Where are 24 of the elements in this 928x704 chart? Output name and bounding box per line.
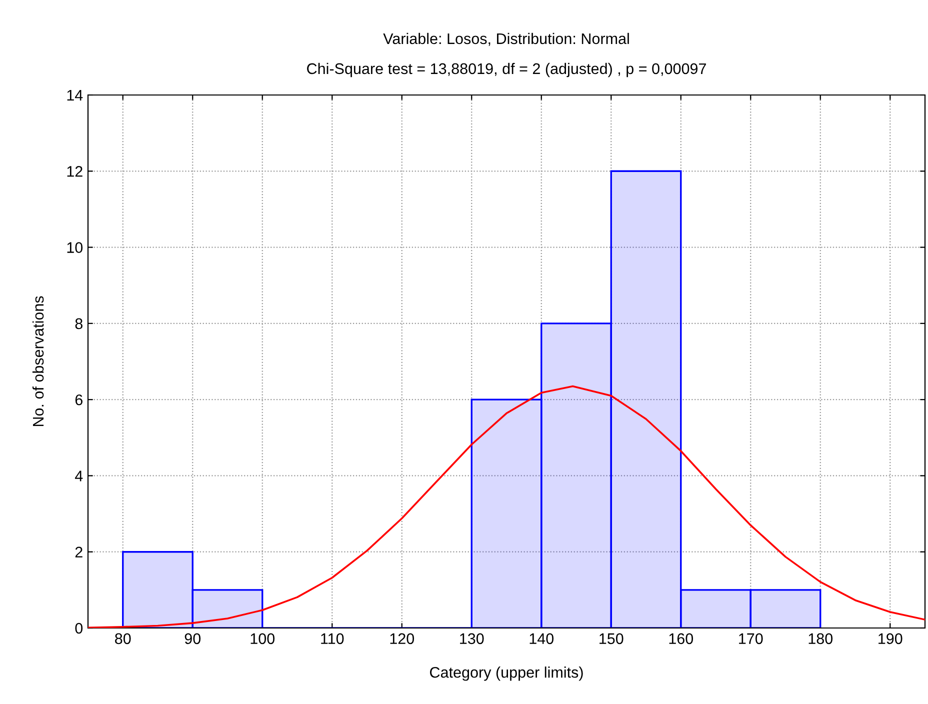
y-tick-label: 0 <box>75 622 83 634</box>
x-tick-label: 190 <box>878 633 902 644</box>
y-axis-title: No. of observations <box>32 296 44 426</box>
y-tick-label: 2 <box>75 546 82 558</box>
x-tick-label: 150 <box>600 633 624 644</box>
x-axis-title: Category (upper limits) <box>430 666 583 681</box>
x-tick-label: 100 <box>250 633 275 644</box>
chart-title: Variable: Losos, Distribution: Normal <box>383 32 629 46</box>
y-tick-label: 12 <box>67 166 82 177</box>
chart-subtitle: Chi-Square test = 13,88019, df = 2 (adjusted) , p = 0,00097 <box>307 62 706 78</box>
x-tick-label: 120 <box>390 633 414 644</box>
x-tick-label: 80 <box>115 633 131 644</box>
x-tick-label: 170 <box>739 633 763 644</box>
y-tick-label: 4 <box>74 470 83 482</box>
x-tick-label: 160 <box>669 633 694 644</box>
y-tick-label: 6 <box>75 394 82 406</box>
x-tick-label: 90 <box>184 633 201 644</box>
y-tick-label: 8 <box>75 318 82 330</box>
x-tick-label: 130 <box>460 633 484 644</box>
x-tick-label: 110 <box>321 633 344 644</box>
x-tick-label: 140 <box>530 633 554 644</box>
y-tick-label: 14 <box>67 90 83 101</box>
x-tick-label: 180 <box>808 633 833 644</box>
y-tick-label: 10 <box>67 242 83 253</box>
